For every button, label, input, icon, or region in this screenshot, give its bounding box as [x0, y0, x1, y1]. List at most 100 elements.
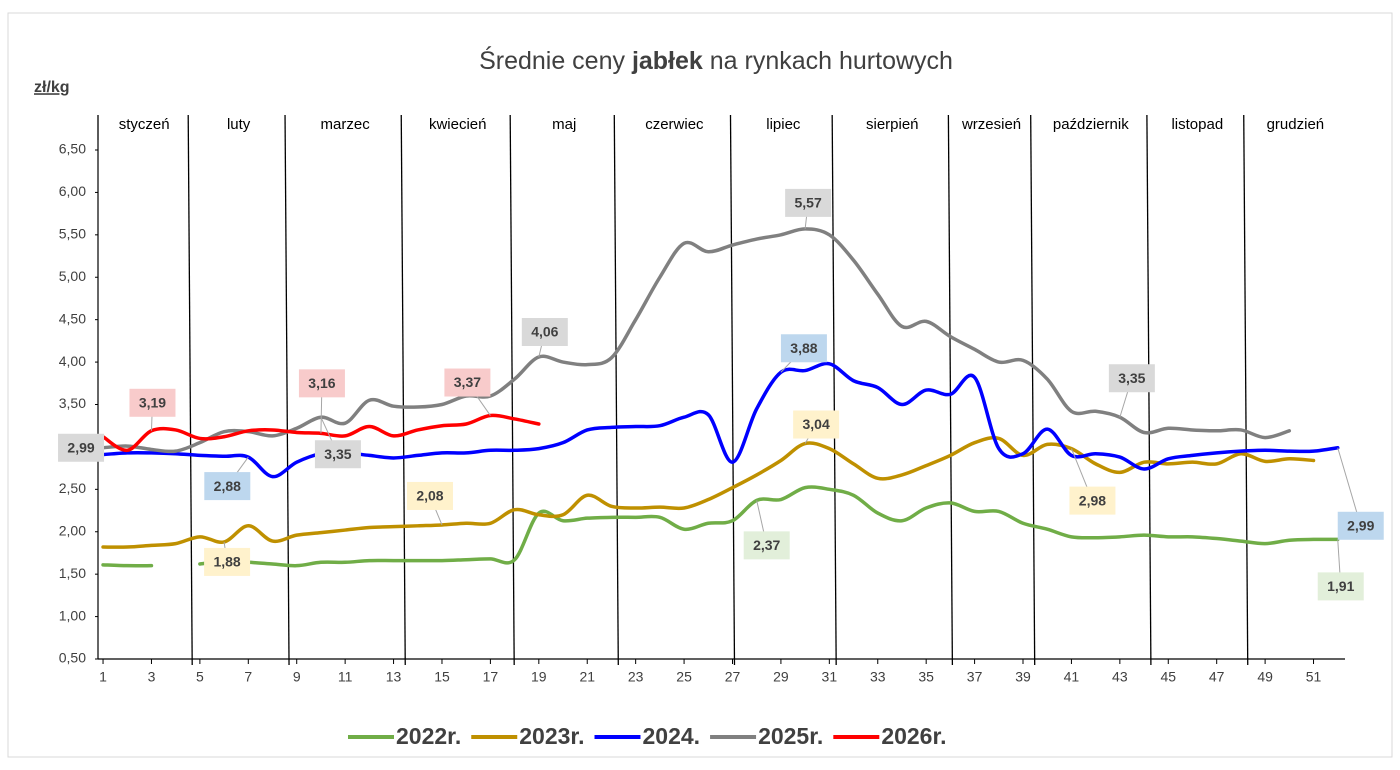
annotation-label: 3,35: [1118, 370, 1145, 386]
annotation-box: [1069, 486, 1116, 515]
month-label: kwiecień: [429, 116, 487, 133]
chart-title: Średnie ceny jabłek na rynkach hurtowych: [479, 45, 953, 75]
annotation-label: 1,88: [213, 554, 240, 570]
month-label: październik: [1053, 116, 1129, 133]
month-label: sierpień: [866, 116, 919, 133]
y-tick-label: 0,50: [59, 650, 86, 666]
y-tick-label: 4,00: [59, 353, 86, 369]
annotation-box: [406, 481, 453, 510]
annotation-label: 2,88: [214, 478, 241, 494]
annotation-label: 3,35: [324, 446, 351, 462]
annotation-label: 3,19: [139, 395, 166, 411]
x-tick-label: 17: [483, 669, 499, 685]
month-divider: [509, 114, 515, 666]
annotation-label: 4,06: [531, 324, 558, 340]
x-tick-label: 31: [822, 669, 838, 685]
annotation-box: [58, 433, 105, 462]
x-tick-label: 51: [1306, 669, 1322, 685]
x-tick-label: 27: [725, 669, 741, 685]
x-tick-label: 5: [196, 669, 204, 685]
month-divider: [400, 114, 406, 666]
y-tick-label: 3,50: [59, 395, 86, 411]
annotation-label: 2,99: [67, 439, 94, 455]
annotation-label: 3,37: [454, 374, 481, 390]
x-tick-label: 43: [1112, 669, 1128, 685]
y-tick-label: 6,00: [59, 183, 86, 199]
month-divider: [187, 114, 193, 666]
month-divider: [947, 114, 954, 666]
month-divider: [729, 114, 736, 666]
y-axis-label: zł/kg: [34, 79, 70, 96]
month-label: styczeń: [119, 116, 170, 133]
x-tick-label: 49: [1257, 669, 1273, 685]
annotation-box: [743, 531, 790, 560]
x-tick-label: 45: [1160, 669, 1176, 685]
x-tick-label: 9: [293, 669, 301, 685]
legend-label: 2022r.: [396, 723, 461, 749]
month-label: maj: [552, 116, 576, 133]
annotation-label: 3,88: [790, 340, 817, 356]
annotation-box: [1108, 364, 1155, 393]
x-tick-label: 47: [1209, 669, 1225, 685]
series-line: [101, 563, 154, 568]
x-tick-label: 3: [148, 669, 156, 685]
month-divider: [1243, 114, 1249, 666]
series-line: [198, 485, 1340, 568]
x-tick-label: 35: [918, 669, 934, 685]
annotation-label: 2,08: [416, 488, 443, 504]
annotation-label: 3,04: [802, 416, 829, 432]
month-divider: [831, 114, 837, 666]
annotation-label: 2,37: [753, 537, 780, 553]
x-tick-label: 15: [434, 669, 450, 685]
y-tick-label: 5,00: [59, 268, 86, 284]
y-tick-label: 1,50: [59, 565, 86, 581]
legend-label: 2026r.: [881, 723, 946, 749]
month-label: czerwiec: [645, 116, 704, 133]
y-tick-label: 2,00: [59, 522, 86, 538]
annotation-box: [521, 317, 568, 346]
y-tick-label: 1,00: [59, 607, 86, 623]
month-label: marzec: [321, 116, 371, 133]
month-label: grudzień: [1267, 116, 1325, 133]
annotation-box: [785, 188, 832, 217]
month-label: listopad: [1171, 116, 1223, 133]
series-line: [101, 361, 1340, 479]
y-tick-label: 2,50: [59, 480, 86, 496]
x-tick-label: 13: [386, 669, 402, 685]
month-divider: [284, 114, 290, 666]
x-tick-label: 29: [773, 669, 789, 685]
legend-label: 2025r.: [758, 723, 823, 749]
x-tick-label: 33: [870, 669, 886, 685]
x-tick-label: 21: [579, 669, 595, 685]
annotation-box: [444, 368, 491, 397]
series-line: [101, 227, 1292, 454]
month-label: luty: [227, 116, 251, 133]
annotation-box: [1317, 572, 1364, 601]
x-tick-label: 23: [628, 669, 644, 685]
annotation-box: [314, 440, 361, 469]
x-tick-label: 37: [967, 669, 983, 685]
month-divider: [613, 114, 619, 666]
y-tick-label: 6,50: [59, 141, 86, 157]
y-tick-label: 5,50: [59, 226, 86, 242]
y-tick-label: 4,50: [59, 310, 86, 326]
x-tick-label: 25: [676, 669, 692, 685]
annotation-box: [1337, 511, 1384, 540]
annotation-label: 5,57: [794, 195, 821, 211]
x-tick-label: 39: [1015, 669, 1031, 685]
annotation-label: 3,16: [308, 375, 335, 391]
annotation-box: [793, 410, 840, 439]
title-part: Średnie ceny: [479, 45, 632, 75]
title-part: na rynkach hurtowych: [703, 47, 953, 75]
annotation-box: [298, 369, 345, 398]
annotation-box: [129, 388, 176, 417]
month-divider: [1030, 114, 1036, 666]
annotation-label: 1,91: [1327, 578, 1354, 594]
x-tick-label: 11: [338, 669, 353, 685]
annotation-box: [204, 547, 251, 576]
annotation-box: [204, 472, 251, 501]
title-part: jabłek: [631, 47, 703, 75]
legend-label: 2024.: [643, 723, 701, 749]
